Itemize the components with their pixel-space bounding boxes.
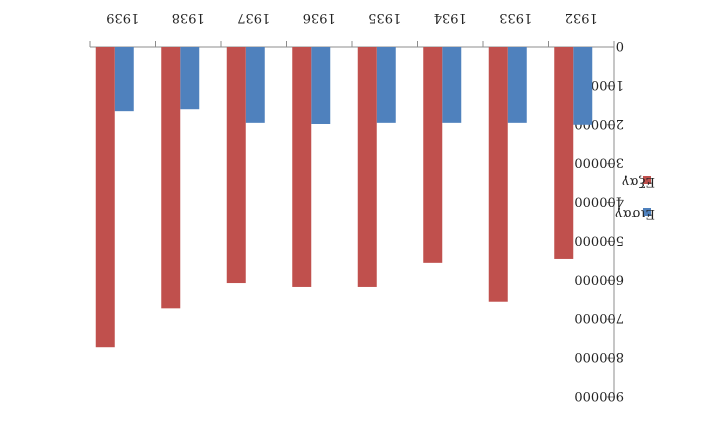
- y-tick-label: 700000: [574, 310, 624, 325]
- legend-label: Εξαγ: [622, 174, 655, 189]
- bar-imports-1936: [311, 47, 331, 124]
- y-tick-label: 800000: [574, 349, 624, 364]
- bar-imports-1938: [180, 47, 200, 110]
- y-tick-label: 400000: [574, 194, 624, 209]
- bar-exports-1937: [226, 47, 246, 284]
- legend-swatch: [643, 208, 651, 216]
- bar-exports-1936: [292, 47, 312, 287]
- y-tick-label: 900000: [574, 388, 624, 403]
- x-tick-label: 1934: [434, 10, 467, 25]
- x-tick-label: 1932: [565, 10, 598, 25]
- x-tick-label: 1936: [303, 10, 336, 25]
- bar-exports-1934: [423, 47, 443, 263]
- bar-imports-1934: [442, 47, 462, 123]
- y-tick-label: 300000: [574, 155, 624, 170]
- x-tick-label: 1933: [499, 10, 532, 25]
- legend-swatch: [643, 176, 651, 184]
- y-tick-label: 500000: [574, 232, 624, 247]
- bar-exports-1935: [357, 47, 377, 287]
- x-tick-label: 1938: [172, 10, 205, 25]
- bar-exports-1939: [95, 47, 115, 348]
- bar-exports-1938: [161, 47, 181, 309]
- x-tick-label: 1937: [237, 10, 270, 25]
- bar-imports-1935: [376, 47, 396, 123]
- bar-imports-1937: [245, 47, 265, 123]
- bar-exports-1933: [488, 47, 508, 302]
- bar-imports-1939: [114, 47, 134, 112]
- y-tick-label: 600000: [574, 271, 624, 286]
- x-tick-label: 1939: [106, 10, 139, 25]
- bar-imports-1933: [507, 47, 527, 123]
- bar-imports-1932: [573, 47, 593, 125]
- x-tick-label: 1935: [368, 10, 401, 25]
- y-tick-label: 0: [616, 38, 624, 53]
- legend-label: Εισαγ: [615, 206, 655, 221]
- bar-exports-1932: [554, 47, 574, 259]
